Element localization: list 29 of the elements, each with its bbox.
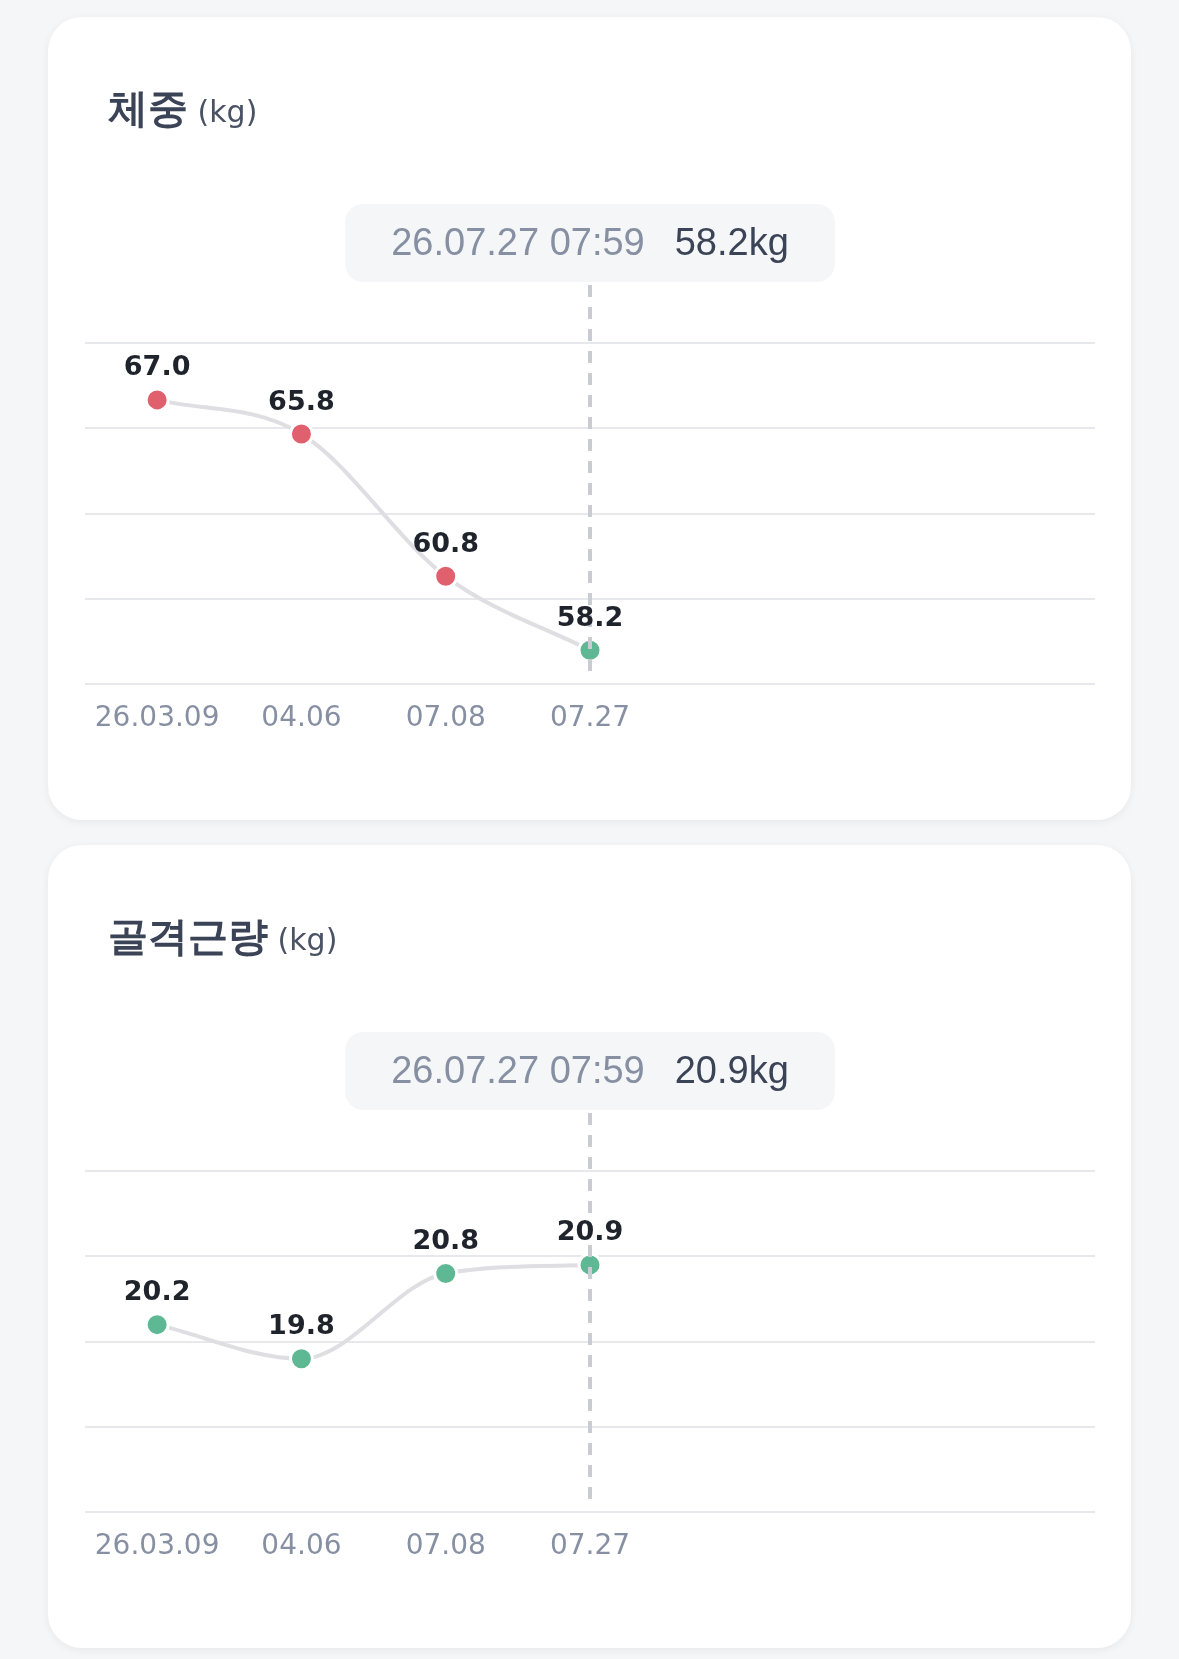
x-tick-label: 04.06 [261, 700, 342, 734]
point [433, 563, 459, 589]
x-tick-label: 07.27 [549, 1528, 631, 1562]
chart-subtitle: (kg) [276, 922, 338, 957]
text: 20.9kg [674, 1049, 789, 1092]
data-label: 65.8 [268, 384, 335, 416]
x-tick-label: 07.27 [549, 700, 631, 734]
data-label: 58.2 [556, 600, 624, 632]
data-label: 19.8 [268, 1309, 335, 1341]
x-tick-label: 07.08 [405, 1528, 486, 1562]
point [144, 1312, 170, 1338]
text: 26.07.27 07:59 [391, 1049, 645, 1092]
point [288, 421, 314, 447]
chart-title: 골격근량 [108, 913, 268, 959]
text: 26.07.27 07:59 [391, 221, 645, 264]
data-label: 20.2 [123, 1275, 191, 1307]
chart-subtitle: (kg) [196, 94, 258, 129]
x-tick-label: 07.08 [405, 700, 486, 734]
text: 58.2kg [674, 221, 789, 264]
x-tick-label: 04.06 [261, 1528, 342, 1562]
point [288, 1346, 314, 1372]
x-tick-label: 26.03.09 [94, 700, 220, 734]
data-label: 60.8 [412, 526, 480, 558]
chart-title: 체중 [108, 85, 188, 131]
point [144, 387, 170, 413]
data-label: 67.0 [123, 350, 191, 382]
data-label: 20.9 [556, 1215, 624, 1247]
x-tick-label: 26.03.09 [94, 1528, 220, 1562]
data-label: 20.8 [412, 1223, 480, 1255]
